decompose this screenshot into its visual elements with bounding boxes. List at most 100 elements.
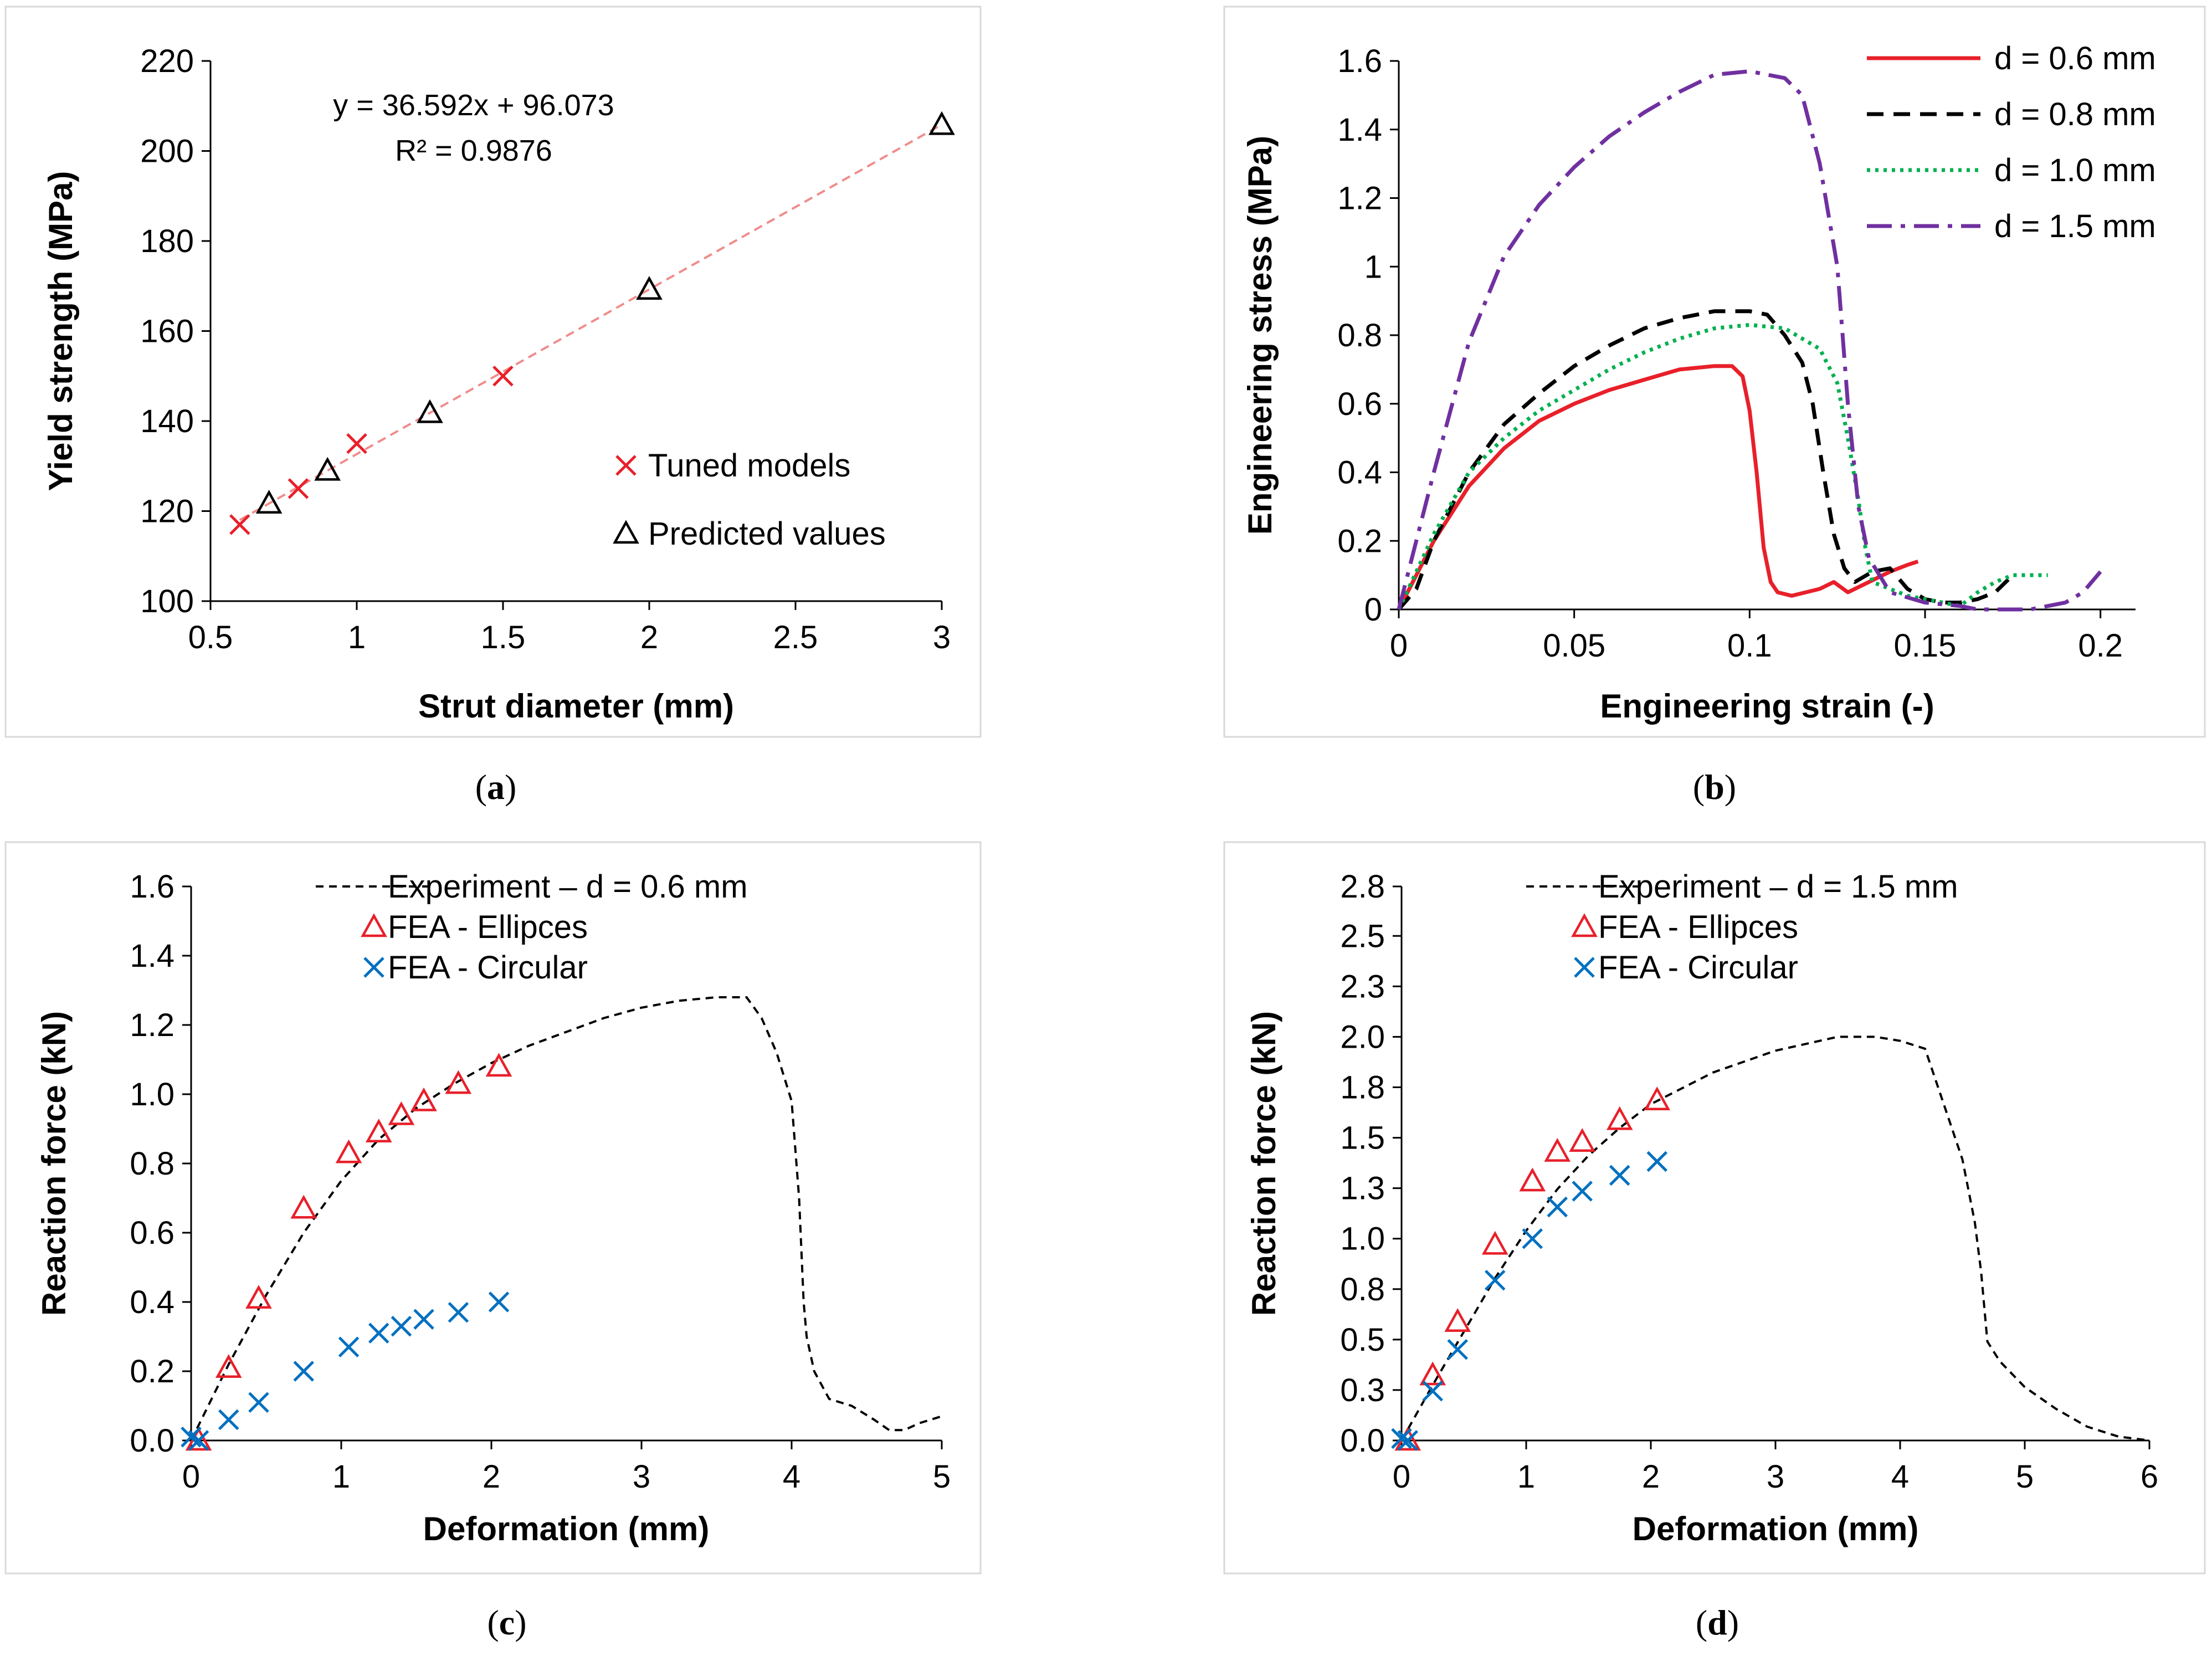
x-tick-label: 5 (933, 1459, 951, 1495)
y-tick-label: 0.0 (130, 1423, 175, 1459)
y-tick-label: 0.2 (1337, 523, 1382, 559)
x-axis-title: Engineering strain (-) (1600, 688, 1934, 725)
data-point-triangle (636, 276, 663, 300)
data-point-triangle (1419, 1361, 1446, 1386)
legend-label: Experiment – d = 1.5 mm (1598, 869, 1958, 905)
legend-marker (615, 455, 637, 476)
data-point-triangle (1606, 1106, 1633, 1130)
y-axis-title: Reaction force (kN) (1245, 1011, 1282, 1316)
x-tick-label: 1 (348, 619, 366, 655)
x-tick-label: 0 (1390, 628, 1408, 664)
data-point-x (229, 514, 250, 535)
legend-marker (613, 520, 639, 544)
trendline-equation: y = 36.592x + 96.073 (333, 89, 614, 122)
y-tick-label: 2.8 (1340, 869, 1385, 905)
data-point-x (1522, 1228, 1543, 1249)
chart-panel-c: 0 1 2 3 4 5 0.0 0.2 0.4 0.6 0.8 1.0 1.2 1.4 1.6 Deforma… (4, 841, 982, 1642)
legend-label: Tuned models (648, 448, 850, 484)
x-axis-title: Deformation (mm) (423, 1510, 710, 1547)
legend: Experiment – d = 1.5 mm FEA - Ellipces FEA… (1526, 869, 1958, 986)
data-point-triangle (1444, 1308, 1471, 1332)
x-tick-label: 2 (640, 619, 658, 655)
x-tick-label: 3 (1767, 1459, 1784, 1495)
legend: d = 0.6 mm d = 0.8 mm d = 1.0 mm d = 1.5 mm (1867, 40, 2156, 244)
legend-label: FEA - Circular (388, 950, 588, 986)
x-tick-label: 0 (182, 1459, 200, 1495)
trendline-r2: R² = 0.9876 (395, 134, 552, 167)
y-tick-label: 0.6 (130, 1215, 175, 1251)
x-tick-label: 3 (633, 1459, 650, 1495)
y-tick-label: 2.3 (1340, 968, 1385, 1004)
legend-marker (363, 957, 384, 978)
legend: Tuned models Predicted values (613, 448, 886, 552)
panel-caption: (a) (475, 767, 517, 807)
legend-marker (1574, 957, 1595, 978)
caption-paren: ( (1693, 767, 1705, 807)
data-point-x (248, 1392, 269, 1413)
data-point-triangle (388, 1101, 415, 1125)
legend-label: FEA - Ellipces (388, 909, 588, 945)
y-axis-title: Yield strength (MPa) (42, 171, 79, 491)
data-point-x (1397, 1430, 1419, 1451)
y-tick-label: 0.8 (1337, 317, 1382, 353)
data-point-x (1646, 1151, 1668, 1172)
series-line-2 (1397, 322, 2048, 611)
x-tick-label: 1 (332, 1459, 350, 1495)
y-tick-label: 0.8 (130, 1146, 175, 1182)
y-tick-label: 0.4 (130, 1284, 175, 1320)
caption-paren: ) (505, 767, 516, 807)
y-tick-label: 0.5 (1340, 1322, 1385, 1358)
data-point-x (391, 1315, 412, 1337)
legend-label: d = 0.8 mm (1994, 96, 2156, 132)
x-tick-label: 2 (483, 1459, 500, 1495)
data-point-triangle (1519, 1167, 1546, 1192)
data-point-triangle (335, 1139, 362, 1163)
data-point-triangle (215, 1354, 242, 1378)
chart-panel-d: 0 1 2 3 4 5 6 0.0 0.3 0.5 0.8 1.0 1.3 1.5 1.8 2.0 2.3 2.5… (1223, 841, 2206, 1642)
caption-paren: ( (487, 1603, 499, 1642)
caption-letter: d (1707, 1603, 1727, 1642)
data-point-triangle (314, 457, 341, 481)
caption-paren: ( (475, 767, 487, 807)
data-point-x (188, 1430, 209, 1451)
y-tick-label: 0.4 (1337, 455, 1382, 491)
y-tick-label: 1.3 (1340, 1171, 1385, 1207)
y-tick-label: 1.2 (130, 1007, 175, 1043)
panel-caption: (b) (1693, 767, 1736, 807)
y-tick-label: 2.0 (1340, 1019, 1385, 1055)
caption-letter: a (487, 767, 505, 807)
chart-frame (1223, 6, 2206, 738)
y-tick-label: 1.0 (130, 1076, 175, 1112)
chart-frame (1223, 841, 2206, 1575)
panel-caption: (d) (1696, 1603, 1739, 1642)
x-tick-label: 0.05 (1543, 628, 1605, 664)
legend-label: d = 1.0 mm (1994, 152, 2156, 188)
series-line-0 (1400, 1035, 2150, 1442)
y-axis-title: Reaction force (kN) (35, 1011, 73, 1316)
y-tick-label: 160 (140, 314, 194, 350)
data-point-triangle (1569, 1128, 1596, 1152)
caption-letter: c (499, 1603, 515, 1642)
legend-label: FEA - Circular (1598, 950, 1798, 986)
x-tick-label: 2.5 (773, 619, 818, 655)
data-point-triangle (410, 1087, 437, 1111)
caption-paren: ) (515, 1603, 526, 1642)
data-point-x (1547, 1196, 1568, 1218)
y-tick-label: 220 (140, 43, 194, 79)
data-point-triangle (1481, 1231, 1508, 1255)
series-line-3 (1397, 69, 2102, 612)
chart-frame (4, 6, 982, 738)
data-point-triangle (245, 1285, 272, 1309)
y-axis-title: Engineering stress (MPa) (1241, 136, 1279, 535)
x-tick-label: 2 (1642, 1459, 1660, 1495)
data-point-triangle (417, 399, 443, 423)
x-tick-label: 3 (933, 619, 951, 655)
data-point-triangle (255, 490, 283, 514)
y-tick-label: 0.0 (1340, 1423, 1385, 1459)
x-tick-label: 0 (1393, 1459, 1410, 1495)
y-tick-label: 100 (140, 583, 194, 619)
data-point-x (1391, 1428, 1412, 1449)
x-tick-label: 0.5 (188, 619, 233, 655)
y-tick-label: 1.0 (1340, 1221, 1385, 1257)
